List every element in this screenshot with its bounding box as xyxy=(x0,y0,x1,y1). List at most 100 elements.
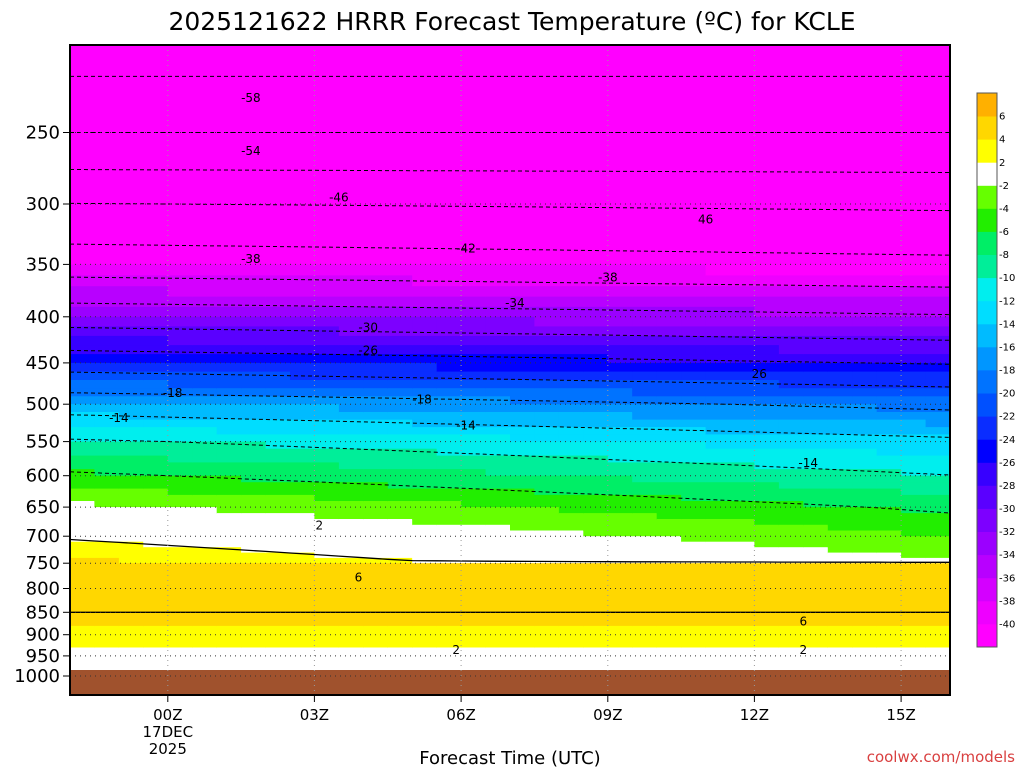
temperature-cell xyxy=(412,296,438,308)
temperature-cell xyxy=(656,593,682,599)
temperature-cell xyxy=(314,216,340,230)
temperature-cell xyxy=(901,519,927,526)
temperature-cell xyxy=(827,639,853,644)
temperature-cell xyxy=(167,147,193,164)
contour-label: 6 xyxy=(799,614,807,628)
contour-label: -14 xyxy=(798,456,818,470)
temperature-cell xyxy=(778,612,804,618)
temperature-cell xyxy=(167,660,193,665)
temperature-cell xyxy=(925,116,950,134)
temperature-cell xyxy=(632,132,658,149)
temperature-cell xyxy=(583,563,609,569)
temperature-cell xyxy=(803,563,829,569)
temperature-cell xyxy=(363,362,389,373)
temperature-cell xyxy=(70,116,95,134)
temperature-cell xyxy=(436,296,462,308)
temperature-cell xyxy=(290,362,315,373)
temperature-cell xyxy=(803,552,829,559)
temperature-cell xyxy=(656,253,682,265)
temperature-cell xyxy=(94,469,120,477)
temperature-cell xyxy=(94,651,120,657)
temperature-cell xyxy=(583,469,609,477)
temperature-cell xyxy=(338,602,364,609)
temperature-cell xyxy=(118,316,144,328)
temperature-cell xyxy=(387,441,413,450)
temperature-cell xyxy=(827,488,853,496)
temperature-cell xyxy=(461,664,487,669)
temperature-cell xyxy=(827,99,853,118)
temperature-cell xyxy=(534,475,560,483)
temperature-cell xyxy=(510,132,535,149)
temperature-cell xyxy=(534,602,560,609)
temperature-cell xyxy=(583,404,609,413)
temperature-cell xyxy=(656,552,682,559)
temperature-cell xyxy=(94,396,120,405)
temperature-cell xyxy=(901,296,927,308)
contour-label: -46 xyxy=(329,190,349,204)
temperature-cell xyxy=(192,275,218,287)
temperature-cell xyxy=(94,578,120,585)
temperature-cell xyxy=(656,524,682,532)
temperature-cell xyxy=(216,441,242,450)
temperature-cell xyxy=(607,634,633,640)
temperature-cell xyxy=(192,475,218,483)
temperature-cell xyxy=(754,190,780,205)
temperature-cell xyxy=(534,296,560,308)
temperature-cell xyxy=(70,64,95,83)
temperature-cell xyxy=(412,563,438,569)
temperature-cell xyxy=(681,634,707,640)
temperature-cell xyxy=(70,99,95,118)
temperature-cell xyxy=(94,306,120,318)
temperature-cell xyxy=(192,362,218,373)
temperature-cell xyxy=(730,507,755,514)
temperature-cell xyxy=(705,507,731,514)
temperature-cell xyxy=(901,396,927,405)
temperature-cell xyxy=(412,147,438,164)
temperature-cell xyxy=(436,541,462,548)
temperature-cell xyxy=(192,507,218,514)
temperature-cell xyxy=(778,371,804,381)
temperature-cell xyxy=(290,621,315,627)
temperature-cell xyxy=(778,557,804,564)
temperature-cell xyxy=(485,598,511,604)
temperature-cell xyxy=(778,345,804,355)
temperature-cell xyxy=(436,588,462,594)
temperature-cell xyxy=(901,82,927,101)
temperature-cell xyxy=(387,455,413,463)
temperature-cell xyxy=(730,643,755,649)
temperature-cell xyxy=(730,573,755,580)
temperature-cell xyxy=(558,396,584,405)
temperature-cell xyxy=(70,494,95,502)
temperature-cell xyxy=(436,530,462,537)
temperature-cell xyxy=(241,607,267,613)
temperature-cell xyxy=(436,552,462,559)
temperature-cell xyxy=(143,602,169,609)
temperature-cell xyxy=(290,216,315,230)
temperature-cell xyxy=(925,583,950,590)
temperature-cell xyxy=(241,552,267,559)
temperature-cell xyxy=(167,275,193,287)
temperature-cell xyxy=(681,563,707,569)
temperature-cell xyxy=(216,593,242,599)
temperature-cell xyxy=(363,660,389,665)
y-tick-label: 550 xyxy=(26,432,60,453)
temperature-cell xyxy=(852,441,878,450)
temperature-cell xyxy=(241,362,267,373)
temperature-cell xyxy=(607,404,633,413)
temperature-cell xyxy=(583,547,609,554)
temperature-cell xyxy=(167,371,193,381)
temperature-cell xyxy=(70,404,95,413)
temperature-cell xyxy=(94,434,120,443)
temperature-cell xyxy=(143,482,169,490)
temperature-cell xyxy=(118,501,144,508)
temperature-cell xyxy=(901,536,927,543)
temperature-cell xyxy=(216,380,242,389)
temperature-cell xyxy=(143,469,169,477)
temperature-cell xyxy=(412,507,438,514)
temperature-cell xyxy=(656,530,682,537)
temperature-cell xyxy=(118,388,144,397)
temperature-cell xyxy=(754,434,780,443)
temperature-cell xyxy=(167,462,193,470)
temperature-cell xyxy=(607,412,633,421)
temperature-cell xyxy=(216,296,242,308)
